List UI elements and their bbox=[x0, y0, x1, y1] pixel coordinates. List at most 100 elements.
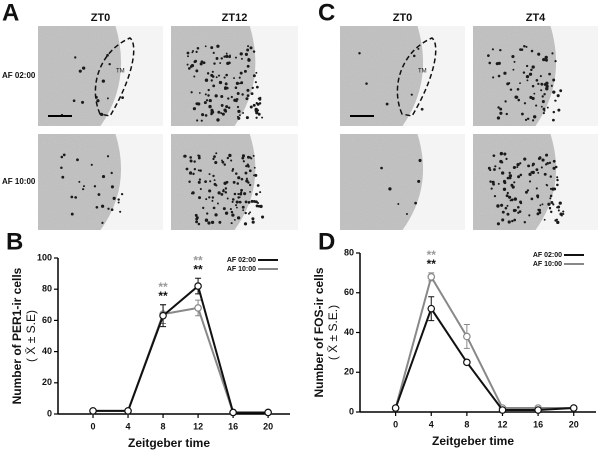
cell-dot bbox=[388, 187, 392, 191]
cell-dot bbox=[543, 92, 546, 96]
cell-dot bbox=[107, 207, 110, 210]
cell-dot bbox=[224, 211, 229, 215]
cell-dot bbox=[204, 180, 207, 184]
y-tick-label: 20 bbox=[344, 367, 354, 377]
cell-dot bbox=[249, 46, 253, 50]
cell-dot bbox=[241, 154, 246, 158]
cell-dot bbox=[95, 205, 99, 209]
row-label: AF 02:00 bbox=[2, 71, 36, 80]
cell-dot bbox=[78, 69, 82, 73]
cell-dot bbox=[189, 159, 192, 162]
cell-dot bbox=[517, 211, 520, 214]
cell-dot bbox=[81, 100, 85, 104]
micrograph: TM bbox=[38, 26, 163, 126]
cell-dot bbox=[90, 163, 93, 166]
cell-dot bbox=[247, 57, 250, 61]
cell-dot bbox=[110, 185, 114, 189]
cell-dot bbox=[511, 185, 515, 189]
point bbox=[194, 304, 202, 312]
cell-dot bbox=[230, 210, 234, 214]
cell-dot bbox=[220, 103, 224, 107]
cell-dot bbox=[233, 218, 236, 221]
cell-dot bbox=[513, 181, 516, 184]
cell-dot bbox=[62, 153, 66, 157]
micrograph bbox=[38, 134, 163, 230]
cell-dot bbox=[545, 183, 548, 186]
cell-dot bbox=[198, 178, 202, 181]
cell-dot bbox=[513, 218, 517, 222]
y-tick-label: 60 bbox=[344, 287, 354, 297]
cell-dot bbox=[201, 113, 205, 117]
cell-dot bbox=[556, 220, 560, 225]
tissue-edge bbox=[234, 134, 298, 230]
cell-dot bbox=[231, 198, 235, 201]
cell-dot bbox=[497, 74, 501, 78]
cell-dot bbox=[535, 168, 539, 172]
cell-dot bbox=[223, 55, 226, 58]
cell-dot bbox=[247, 201, 251, 204]
y-tick-label: 40 bbox=[344, 327, 354, 337]
cell-dot bbox=[214, 160, 218, 165]
cell-dot bbox=[241, 205, 245, 209]
cell-dot bbox=[215, 184, 218, 187]
cell-dot bbox=[546, 106, 549, 109]
cell-dot bbox=[505, 157, 508, 161]
cell-dot bbox=[417, 47, 420, 50]
y-axis-label: ( X̄ ± S.E.) bbox=[326, 305, 340, 360]
cell-dot bbox=[251, 86, 254, 90]
cell-dot bbox=[110, 208, 114, 211]
region-label: TM bbox=[116, 69, 125, 75]
cell-dot bbox=[549, 194, 553, 198]
cell-dot bbox=[197, 156, 201, 160]
cell-dot bbox=[535, 104, 538, 107]
y-tick-label: 20 bbox=[42, 377, 52, 387]
cell-dot bbox=[235, 204, 238, 207]
cell-dot bbox=[237, 176, 241, 180]
cell-dot bbox=[247, 45, 250, 48]
cell-dot bbox=[211, 75, 215, 78]
cell-dot bbox=[552, 78, 556, 82]
cell-dot bbox=[552, 118, 555, 122]
cell-dot bbox=[554, 99, 557, 102]
cell-dot bbox=[519, 48, 522, 51]
cell-dot bbox=[121, 96, 124, 100]
cell-dot bbox=[240, 188, 243, 192]
cell-dot bbox=[417, 179, 421, 183]
cell-dot bbox=[82, 188, 85, 191]
cell-dot bbox=[208, 98, 212, 103]
cell-dot bbox=[188, 180, 191, 184]
cell-dot bbox=[193, 75, 196, 78]
cell-dot bbox=[222, 207, 226, 211]
cell-dot bbox=[519, 82, 521, 85]
cell-dot bbox=[511, 219, 514, 223]
cell-dot bbox=[207, 94, 210, 97]
cell-dot bbox=[208, 104, 212, 109]
cell-dot bbox=[219, 62, 222, 64]
cell-dot bbox=[508, 174, 513, 178]
cell-dot bbox=[508, 171, 511, 175]
x-tick-label: 8 bbox=[161, 421, 166, 431]
significance-label: ** bbox=[193, 262, 203, 276]
cell-dot bbox=[217, 191, 221, 195]
cell-dot bbox=[197, 169, 200, 172]
micrograph bbox=[340, 134, 465, 230]
legend-label: AF 10:00 bbox=[227, 266, 256, 273]
cell-dot bbox=[554, 60, 557, 63]
cell-dot bbox=[516, 162, 520, 167]
series-line bbox=[394, 306, 574, 412]
cell-dot bbox=[250, 199, 254, 203]
cell-dot bbox=[235, 81, 239, 85]
cell-dot bbox=[185, 167, 189, 171]
cell-dot bbox=[523, 157, 527, 161]
x-tick-label: 4 bbox=[126, 421, 131, 431]
cell-dot bbox=[256, 102, 260, 106]
cell-dot bbox=[249, 191, 251, 193]
cell-dot bbox=[223, 163, 226, 166]
cell-dot bbox=[236, 182, 240, 185]
cell-dot bbox=[193, 160, 196, 163]
cell-dot bbox=[244, 171, 248, 175]
cell-dot bbox=[261, 116, 264, 119]
cell-dot bbox=[501, 210, 505, 214]
cell-dot bbox=[248, 169, 252, 173]
